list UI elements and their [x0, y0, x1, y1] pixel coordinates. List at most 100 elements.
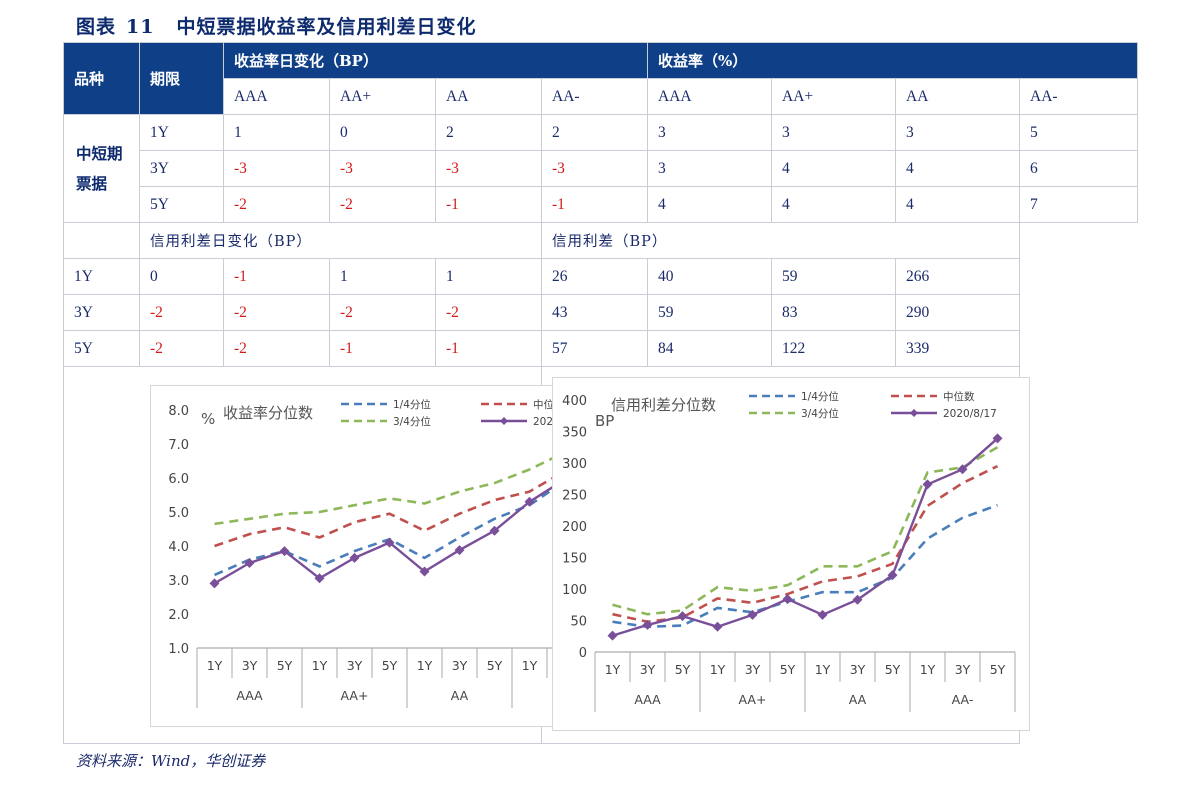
legend-marker: [500, 417, 508, 425]
header-tenor: 期限: [139, 42, 224, 115]
data-point-marker: [957, 464, 968, 475]
rating-header-cell: AA: [895, 78, 1020, 115]
spread-change-subheader: 信用利差日变化（BP）: [139, 222, 542, 259]
x-tick-label: 1Y: [522, 658, 538, 673]
y-tick-label: 5.0: [168, 506, 189, 521]
header-yield-change: 收益率日变化（BP）: [223, 42, 648, 79]
value-cell: -3: [223, 150, 330, 187]
x-tick-label: 3Y: [640, 662, 656, 677]
value-cell: 339: [895, 330, 1020, 367]
x-tick-label: 1Y: [312, 658, 328, 673]
legend-label: 中位数: [943, 390, 975, 403]
value-cell: 57: [541, 330, 648, 367]
value-cell: 0: [329, 114, 436, 151]
series-line: [612, 464, 999, 624]
tenor-cell: 3Y: [139, 150, 224, 187]
source-note: 资料来源：Wind，华创证券: [76, 752, 266, 770]
figure-label: 图表: [76, 16, 117, 38]
y-tick-label: 4.0: [168, 540, 189, 555]
data-point-marker: [209, 578, 220, 589]
data-point-marker: [782, 594, 793, 605]
yield-spread-table: 品种 期限 收益率日变化（BP） 收益率（%） AAA AA+ AA AA- AAA AA…: [63, 42, 1138, 744]
y-tick-label: 300: [562, 457, 587, 472]
value-cell: 59: [647, 294, 772, 331]
y-tick-label: 2.0: [168, 608, 189, 623]
y-tick-label: 8.0: [168, 404, 189, 419]
y-tick-label: 50: [570, 615, 587, 630]
value-cell: -2: [139, 330, 224, 367]
legend-label: 2020/8/17: [943, 408, 997, 420]
rating-header-cell: AA+: [771, 78, 896, 115]
y-tick-label: 250: [562, 489, 587, 504]
data-point-marker: [922, 479, 933, 490]
header-product: 品种: [63, 42, 140, 115]
x-group-label: AAA: [236, 688, 263, 703]
value-cell: 1: [329, 258, 436, 295]
tenor-cell: 5Y: [139, 186, 224, 223]
y-unit-label: BP: [595, 412, 614, 430]
figure-number: 11: [126, 16, 155, 38]
table-row: 5Y -2 -2 -1 -1 4 4 4 7: [64, 186, 1138, 223]
value-cell: 26: [541, 258, 648, 295]
value-cell: 59: [771, 258, 896, 295]
y-tick-label: 3.0: [168, 574, 189, 589]
x-tick-label: 3Y: [242, 658, 258, 673]
data-point-marker: [712, 621, 723, 632]
yield-chart-cell: 1.0 2.0 3.0 4.0 5.0 6.0 7.0 8.0 1Y 3Y 5Y 1Y 3Y 5Y 1Y 3Y…: [63, 366, 630, 744]
legend-label: 1/4分位: [801, 390, 839, 403]
data-point-marker: [419, 566, 430, 577]
value-cell: 4: [895, 150, 1020, 187]
spread-percentile-chart: 0 50 100 150 200 250 300 350 400 1Y 3Y 5Y 1Y 3Y 5Y 1Y 3Y…: [552, 377, 1030, 731]
value-cell: 4: [895, 186, 1020, 223]
data-point-marker: [607, 630, 618, 641]
x-tick-label: 3Y: [850, 662, 866, 677]
rating-header-cell: AA: [435, 78, 542, 115]
value-cell: 2: [435, 114, 542, 151]
value-cell: 40: [647, 258, 772, 295]
value-cell: -3: [435, 150, 542, 187]
value-cell: 0: [139, 258, 224, 295]
y-tick-label: 100: [562, 583, 587, 598]
value-cell: 1: [223, 114, 330, 151]
chart-svg: 0 50 100 150 200 250 300 350 400 1Y 3Y 5Y 1Y 3Y 5Y 1Y 3Y…: [562, 390, 1016, 712]
x-group-label: AA: [849, 692, 867, 707]
spread-subheader: 信用利差（BP）: [541, 222, 1020, 259]
x-tick-label: 5Y: [990, 662, 1006, 677]
y-unit-label: %: [201, 410, 215, 428]
tenor-cell: 5Y: [63, 330, 140, 367]
table-row: 1Y 0 -1 1 1 26 40 59 266: [63, 258, 1138, 295]
data-point-marker: [992, 433, 1003, 444]
data-point-marker: [384, 537, 395, 548]
data-point-marker: [852, 594, 863, 605]
value-cell: -2: [329, 294, 436, 331]
tenor-cell: 1Y: [139, 114, 224, 151]
data-point-marker: [314, 573, 325, 584]
table-row: 3Y -3 -3 -3 -3 3 4 4 6: [64, 150, 1138, 187]
x-tick-label: 3Y: [452, 658, 468, 673]
tenor-cell: 3Y: [63, 294, 140, 331]
spread-subheader-row: 信用利差日变化（BP） 信用利差（BP）: [63, 222, 1138, 259]
value-cell: 2: [541, 114, 648, 151]
rating-header-cell: AA+: [329, 78, 436, 115]
value-cell: 122: [771, 330, 896, 367]
data-point-marker: [747, 609, 758, 620]
rating-header-row: AAA AA+ AA AA- AAA AA+ AA AA-: [64, 78, 1138, 115]
value-cell: 266: [895, 258, 1020, 295]
value-cell: -1: [435, 186, 542, 223]
data-point-marker: [489, 525, 500, 536]
value-cell: 3: [647, 150, 772, 187]
x-tick-label: 1Y: [207, 658, 223, 673]
value-cell: 43: [541, 294, 648, 331]
chart-title: 收益率分位数: [223, 404, 313, 422]
series-line: [612, 503, 998, 629]
value-cell: -2: [435, 294, 542, 331]
x-tick-label: 3Y: [745, 662, 761, 677]
x-tick-label: 1Y: [920, 662, 936, 677]
value-cell: -2: [223, 294, 330, 331]
value-cell: 4: [647, 186, 772, 223]
value-cell: 4: [771, 150, 896, 187]
product-name-line: 中短期: [76, 144, 123, 163]
spread-chart-cell: 0 50 100 150 200 250 300 350 400 1Y 3Y 5Y 1Y 3Y 5Y 1Y 3Y…: [541, 366, 1030, 744]
value-cell: 4: [771, 186, 896, 223]
y-tick-label: 6.0: [168, 472, 189, 487]
